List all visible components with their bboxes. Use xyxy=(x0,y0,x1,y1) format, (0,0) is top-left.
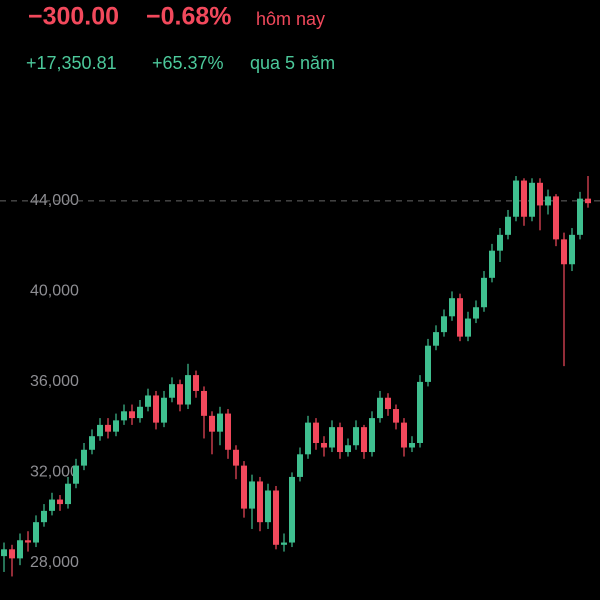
candle-body xyxy=(561,239,567,265)
candle-body xyxy=(521,180,527,217)
candle-body xyxy=(241,465,247,509)
candle-body xyxy=(129,411,135,419)
candle-body xyxy=(361,427,367,453)
candle-body xyxy=(481,277,487,308)
candle-body xyxy=(513,180,519,217)
y-tick-label: 40,000 xyxy=(30,283,79,300)
header-period: hôm nay xyxy=(256,9,325,29)
y-tick-label: 44,000 xyxy=(30,192,79,209)
candle-body xyxy=(425,345,431,382)
candle-body xyxy=(537,182,543,206)
candle-body xyxy=(505,216,511,235)
candle-body xyxy=(201,390,207,416)
candle-body xyxy=(585,198,591,204)
candle-body xyxy=(289,476,295,543)
candle-body xyxy=(17,540,23,559)
candle-body xyxy=(25,540,31,543)
candle-body xyxy=(9,549,15,559)
candle-body xyxy=(65,483,71,505)
subheader-change-pct: +65.37% xyxy=(152,53,224,73)
candle-body xyxy=(49,499,55,511)
candle-body xyxy=(257,481,263,523)
y-tick-label: 28,000 xyxy=(30,554,79,571)
candle-body xyxy=(553,196,559,240)
candle-body xyxy=(105,424,111,432)
candle-body xyxy=(33,522,39,543)
candle-body xyxy=(273,490,279,545)
candle-body xyxy=(457,298,463,337)
candle-body xyxy=(337,427,343,453)
candle-body xyxy=(233,449,239,466)
candle-body xyxy=(393,409,399,423)
candle-body xyxy=(401,422,407,448)
candle-body xyxy=(465,318,471,337)
candle-body xyxy=(41,510,47,523)
candle-body xyxy=(377,397,383,419)
candle-body xyxy=(409,442,415,448)
header-change: −300.00 xyxy=(28,3,119,31)
candle-body xyxy=(217,413,223,432)
candle-body xyxy=(177,384,183,405)
candle-body xyxy=(321,442,327,448)
candle-body xyxy=(385,397,391,410)
candle-body xyxy=(369,418,375,453)
candle-body xyxy=(89,436,95,450)
candle-body xyxy=(329,427,335,448)
candle-body xyxy=(529,182,535,217)
candle-body xyxy=(249,481,255,509)
candle-body xyxy=(137,406,143,419)
candle-body xyxy=(57,499,63,505)
candle-body xyxy=(489,250,495,278)
candle-body xyxy=(145,395,151,407)
candle-body xyxy=(265,490,271,523)
candle-body xyxy=(153,395,159,423)
candle-body xyxy=(313,422,319,443)
candle-body xyxy=(345,445,351,453)
candle-body xyxy=(169,384,175,398)
candle-body xyxy=(225,413,231,450)
candle-body xyxy=(161,397,167,423)
candle-body xyxy=(473,307,479,319)
candle-body xyxy=(193,375,199,391)
candle-body xyxy=(569,234,575,265)
candle-body xyxy=(121,411,127,421)
y-tick-label: 32,000 xyxy=(30,464,79,481)
header-change-pct: −0.68% xyxy=(146,3,232,31)
candle-body xyxy=(281,542,287,545)
candle-body xyxy=(305,422,311,455)
candle-body xyxy=(441,316,447,333)
candle-body xyxy=(449,298,455,317)
candle-body xyxy=(1,549,7,557)
candle-body xyxy=(209,415,215,432)
candle-body xyxy=(73,465,79,484)
candle-body xyxy=(545,196,551,206)
y-tick-label: 36,000 xyxy=(30,373,79,390)
subheader-change: +17,350.81 xyxy=(26,53,117,73)
candle-body xyxy=(497,234,503,251)
candle-body xyxy=(113,420,119,432)
subheader-period: qua 5 năm xyxy=(250,53,335,73)
candle-body xyxy=(577,198,583,235)
candle-body xyxy=(433,332,439,346)
candle-body xyxy=(81,449,87,466)
candle-body xyxy=(97,424,103,437)
candle-body xyxy=(417,381,423,443)
candle-body xyxy=(185,375,191,405)
candle-body xyxy=(353,427,359,446)
candle-body xyxy=(297,454,303,477)
